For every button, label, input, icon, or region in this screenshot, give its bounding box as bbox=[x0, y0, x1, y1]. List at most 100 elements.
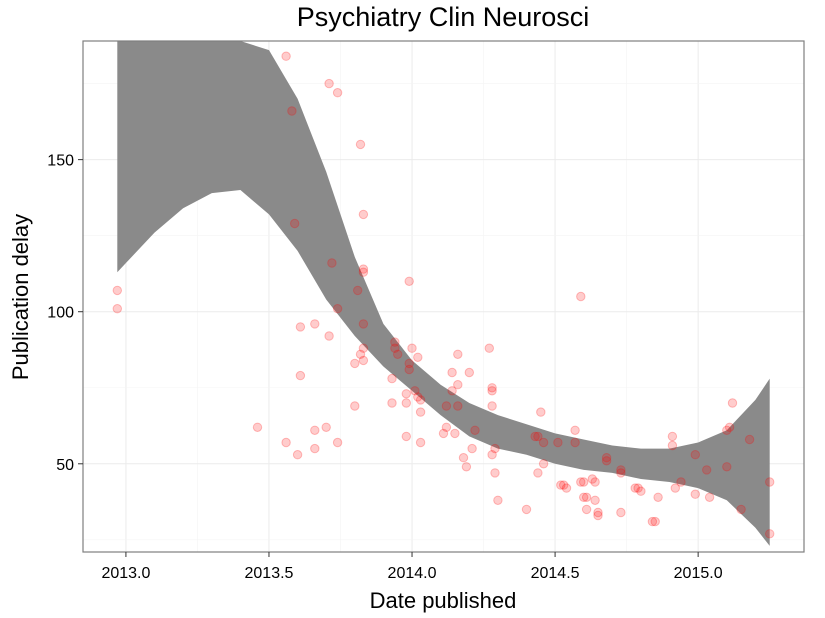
data-point bbox=[533, 468, 543, 478]
data-point bbox=[493, 495, 503, 505]
chart-title: Psychiatry Clin Neurosci bbox=[297, 2, 590, 32]
data-point bbox=[676, 477, 686, 487]
data-point bbox=[704, 492, 715, 502]
data-point bbox=[350, 401, 360, 411]
data-point bbox=[310, 425, 320, 435]
y-tick-label: 100 bbox=[47, 305, 74, 322]
confidence-band-area bbox=[117, 41, 770, 546]
data-point bbox=[358, 355, 369, 366]
data-point bbox=[533, 431, 543, 442]
data-point bbox=[736, 504, 746, 515]
data-point bbox=[722, 425, 732, 435]
y-axis-title: Publication delay bbox=[8, 214, 33, 380]
data-point bbox=[570, 437, 580, 448]
data-point bbox=[690, 450, 700, 460]
data-point bbox=[601, 453, 612, 463]
data-point bbox=[407, 343, 417, 353]
data-point bbox=[415, 437, 426, 448]
data-point bbox=[765, 477, 775, 487]
data-point bbox=[536, 407, 546, 417]
data-point bbox=[667, 431, 678, 442]
x-axis: 2013.0 2013.5 2014.0 2014.5 2015.0 bbox=[101, 552, 723, 582]
data-point bbox=[310, 319, 320, 329]
data-point bbox=[587, 474, 597, 484]
data-point bbox=[561, 483, 572, 493]
data-point bbox=[556, 480, 566, 490]
data-point bbox=[438, 428, 449, 439]
data-point bbox=[650, 516, 660, 527]
data-point bbox=[358, 264, 369, 274]
data-point bbox=[593, 507, 603, 518]
data-point bbox=[630, 483, 640, 493]
data-point bbox=[553, 437, 563, 448]
data-point bbox=[616, 465, 626, 475]
data-point bbox=[415, 407, 426, 417]
data-point bbox=[579, 492, 589, 502]
data-point bbox=[521, 504, 532, 515]
data-point bbox=[576, 477, 586, 487]
data-point bbox=[404, 276, 414, 286]
data-point bbox=[401, 389, 411, 399]
data-point bbox=[467, 443, 477, 454]
data-point bbox=[287, 106, 297, 116]
data-point bbox=[355, 349, 366, 359]
data-point bbox=[310, 443, 320, 454]
data-point bbox=[576, 291, 586, 302]
data-point bbox=[487, 401, 497, 411]
data-point bbox=[295, 370, 306, 381]
data-point bbox=[590, 477, 600, 487]
data-point bbox=[413, 352, 423, 362]
data-point bbox=[324, 78, 334, 89]
data-point bbox=[487, 383, 497, 393]
data-point bbox=[490, 443, 500, 454]
data-point bbox=[393, 349, 403, 359]
data-point bbox=[324, 331, 334, 341]
data-point bbox=[765, 529, 775, 539]
data-point bbox=[413, 392, 423, 402]
data-point bbox=[453, 349, 463, 359]
data-point bbox=[487, 450, 497, 460]
data-point bbox=[490, 468, 500, 478]
data-point bbox=[332, 88, 343, 98]
data-point bbox=[616, 507, 626, 518]
data-point bbox=[724, 422, 735, 432]
data-point bbox=[570, 425, 580, 435]
data-point bbox=[112, 304, 123, 314]
data-point bbox=[358, 319, 369, 329]
plot-border bbox=[82, 40, 805, 553]
data-point bbox=[559, 480, 569, 490]
data-point bbox=[450, 428, 460, 439]
x-axis-title: Date published bbox=[370, 588, 517, 613]
data-point bbox=[453, 401, 463, 411]
data-point bbox=[722, 462, 732, 472]
data-point bbox=[112, 285, 123, 296]
data-point bbox=[404, 358, 414, 369]
data-point bbox=[702, 465, 712, 475]
data-point bbox=[690, 489, 700, 499]
data-point bbox=[327, 258, 337, 268]
data-point bbox=[401, 398, 411, 408]
x-tick-label: 2014.0 bbox=[388, 565, 437, 582]
data-point bbox=[538, 437, 549, 448]
data-point bbox=[447, 367, 457, 378]
data-point bbox=[441, 422, 452, 432]
scatter-points bbox=[112, 51, 775, 539]
data-point bbox=[579, 477, 589, 487]
data-point bbox=[670, 483, 680, 493]
data-point bbox=[453, 380, 463, 390]
data-point bbox=[530, 431, 540, 442]
confidence-band bbox=[117, 41, 770, 546]
data-point bbox=[601, 456, 612, 466]
data-point bbox=[358, 209, 369, 220]
data-point bbox=[593, 510, 603, 521]
data-point bbox=[387, 398, 397, 408]
data-point bbox=[667, 440, 678, 451]
data-point bbox=[292, 450, 303, 460]
data-point bbox=[295, 322, 306, 332]
data-point bbox=[410, 386, 420, 396]
data-point bbox=[458, 453, 469, 463]
x-tick-label: 2013.0 bbox=[101, 565, 150, 582]
data-point bbox=[401, 431, 411, 442]
data-point bbox=[441, 401, 452, 411]
y-tick-label: 150 bbox=[47, 153, 74, 170]
